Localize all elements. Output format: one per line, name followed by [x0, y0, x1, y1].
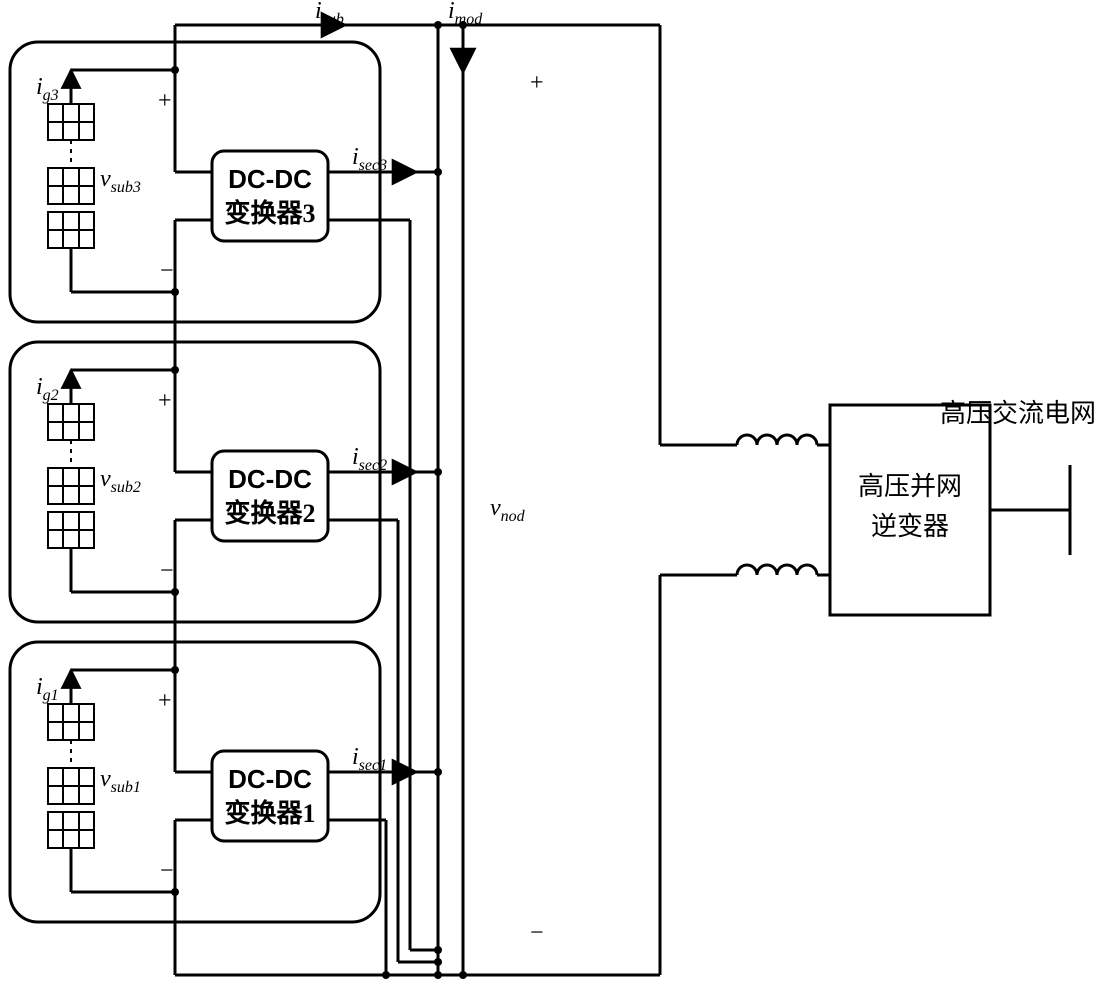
label-ig1: ig1	[36, 674, 59, 704]
dcdc-3-sub: 变换器3	[224, 198, 315, 228]
minus-sub3: −	[160, 258, 174, 284]
label-isec2: isec2	[352, 444, 387, 474]
dcdc-1: DC-DC 变换器1	[212, 751, 328, 841]
inverter-l2: 逆变器	[871, 512, 949, 541]
label-isec3: isec3	[352, 144, 387, 174]
dcdc-3: DC-DC 变换器3	[212, 151, 328, 241]
group-box-3	[10, 42, 380, 322]
label-isec1: isec1	[352, 744, 387, 774]
dcdc-1-sub: 变换器1	[224, 798, 315, 828]
dcdc-3-title: DC-DC	[228, 164, 312, 194]
label-ig3: ig3	[36, 74, 59, 104]
plus-sub2: +	[158, 388, 172, 414]
inductor-bot	[737, 565, 830, 575]
label-isub: isub	[315, 0, 344, 28]
dcdc-1-title: DC-DC	[228, 764, 312, 794]
minus-sub2: −	[160, 558, 174, 584]
inverter-l1: 高压并网	[858, 472, 962, 501]
label-imod: imod	[448, 0, 483, 28]
pv-string-1	[48, 704, 94, 848]
circuit-diagram: DC-DC 变换器3 DC-DC 变换器2 DC-DC 变换器1	[0, 0, 1104, 998]
plus-sub3: +	[158, 88, 172, 114]
pv-string-3	[48, 104, 94, 248]
label-vsub1: vsub1	[100, 766, 141, 796]
isec1: isec1	[328, 744, 442, 979]
label-vsub3: vsub3	[100, 166, 141, 196]
minus-sub1: −	[160, 858, 174, 884]
label-vnod: vnod	[490, 495, 526, 525]
plus-vnod: +	[530, 70, 544, 96]
minus-vnod: −	[530, 920, 544, 946]
group-box-1	[10, 642, 380, 922]
pv-string-2	[48, 404, 94, 548]
label-ig2: ig2	[36, 374, 59, 404]
dcdc-2: DC-DC 变换器2	[212, 451, 328, 541]
dcdc-2-title: DC-DC	[228, 464, 312, 494]
plus-sub1: +	[158, 688, 172, 714]
dcdc-2-sub: 变换器2	[224, 498, 315, 528]
label-vsub2: vsub2	[100, 466, 141, 496]
grid-label: 高压交流电网	[940, 399, 1096, 428]
group-box-2	[10, 342, 380, 622]
inverter: 高压并网 逆变器	[830, 405, 990, 615]
inductor-top	[737, 435, 830, 445]
